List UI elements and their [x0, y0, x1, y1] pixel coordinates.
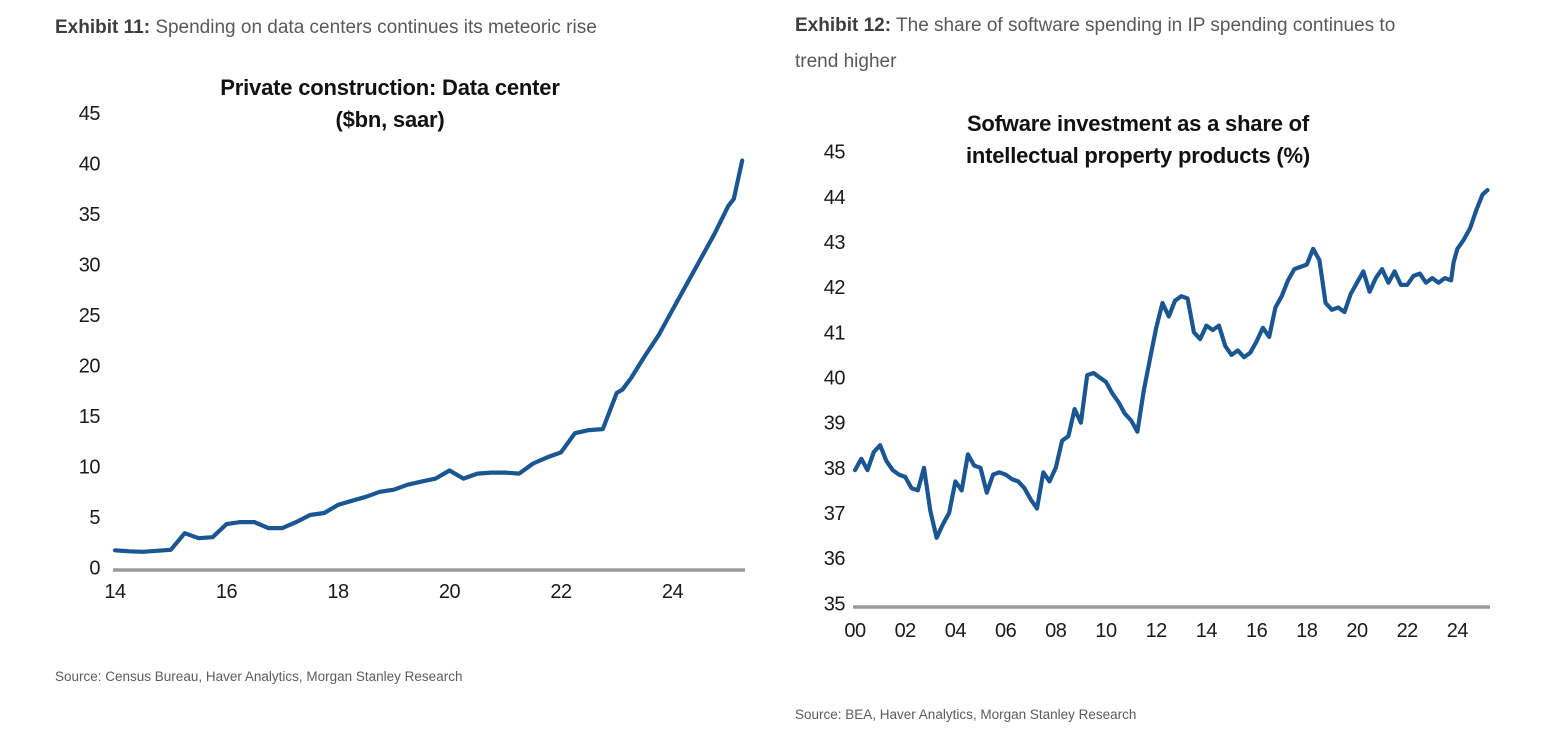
chart-title-line-2: ($bn, saar) [335, 107, 445, 132]
x-tick-label: 02 [895, 620, 917, 642]
y-tick-label: 35 [79, 204, 101, 226]
x-tick-label: 00 [844, 620, 866, 642]
x-tick-label: 12 [1146, 620, 1168, 642]
x-tick-label: 10 [1095, 620, 1117, 642]
y-tick-label: 30 [79, 255, 101, 277]
y-tick-label: 36 [824, 548, 846, 570]
y-tick-label: 38 [824, 458, 846, 480]
x-tick-label: 24 [662, 581, 684, 603]
x-tick-label: 22 [1397, 620, 1419, 642]
x-tick-label: 08 [1045, 620, 1067, 642]
exhibit-11-source: Source: Census Bureau, Haver Analytics, … [55, 669, 463, 684]
x-tick-label: 24 [1447, 620, 1469, 642]
chart-title-line-2: intellectual property products (%) [965, 143, 1311, 168]
chart-title-line-1: Sofware investment as a share of [966, 111, 1310, 136]
y-tick-label: 40 [824, 368, 846, 390]
exhibit-12-heading: Exhibit 12: The share of software spendi… [795, 8, 1435, 80]
y-tick-label: 5 [89, 507, 100, 529]
y-tick-label: 44 [824, 187, 846, 209]
y-tick-label: 41 [824, 322, 846, 344]
exhibit-12-chart-title: Sofware investment as a share of intelle… [838, 108, 1438, 172]
chart-title-line-1: Private construction: Data center [220, 75, 560, 100]
y-tick-label: 15 [79, 406, 101, 428]
exhibit-12-heading-text: The share of software spending in IP spe… [795, 15, 1396, 72]
x-tick-label: 16 [216, 581, 238, 603]
x-tick-label: 18 [1296, 620, 1318, 642]
exhibit-11-chart-title: Private construction: Data center ($bn, … [90, 72, 690, 136]
data-line [112, 158, 745, 554]
x-tick-label: 16 [1246, 620, 1268, 642]
y-tick-label: 20 [79, 356, 101, 378]
y-tick-label: 43 [824, 232, 846, 254]
data-line [852, 187, 1490, 540]
exhibit-11-heading-text: Spending on data centers continues its m… [155, 17, 597, 38]
x-tick-label: 22 [550, 581, 572, 603]
x-tick-label: 18 [327, 581, 349, 603]
y-tick-label: 0 [89, 558, 100, 580]
x-tick-label: 20 [1346, 620, 1368, 642]
y-tick-label: 25 [79, 305, 101, 327]
exhibit-11-chart: 0 5 10 15 20 25 30 35 40 45 14 16 18 20 22 24 [79, 103, 745, 603]
y-tick-label: 40 [79, 154, 101, 176]
y-tick-label: 39 [824, 413, 846, 435]
y-tick-label: 42 [824, 277, 846, 299]
x-tick-label: 06 [995, 620, 1017, 642]
x-tick-label: 14 [104, 581, 126, 603]
y-tick-label: 10 [79, 457, 101, 479]
exhibit-11-heading: Exhibit 11: Spending on data centers con… [55, 10, 755, 46]
exhibit-12-source: Source: BEA, Haver Analytics, Morgan Sta… [795, 707, 1137, 722]
x-tick-label: 14 [1196, 620, 1218, 642]
x-tick-label: 20 [439, 581, 461, 603]
y-tick-label: 37 [824, 503, 846, 525]
y-tick-label: 45 [79, 103, 101, 125]
y-tick-label: 45 [824, 142, 846, 164]
exhibit-12-label: Exhibit 12: [795, 15, 892, 36]
exhibit-12-chart: 35 36 37 38 39 40 41 42 43 44 45 00 02 04 06 08 10 12 14 16… [824, 142, 1490, 642]
exhibit-11-label: Exhibit 11: [55, 17, 151, 38]
y-tick-label: 35 [824, 593, 846, 615]
x-tick-label: 04 [945, 620, 967, 642]
